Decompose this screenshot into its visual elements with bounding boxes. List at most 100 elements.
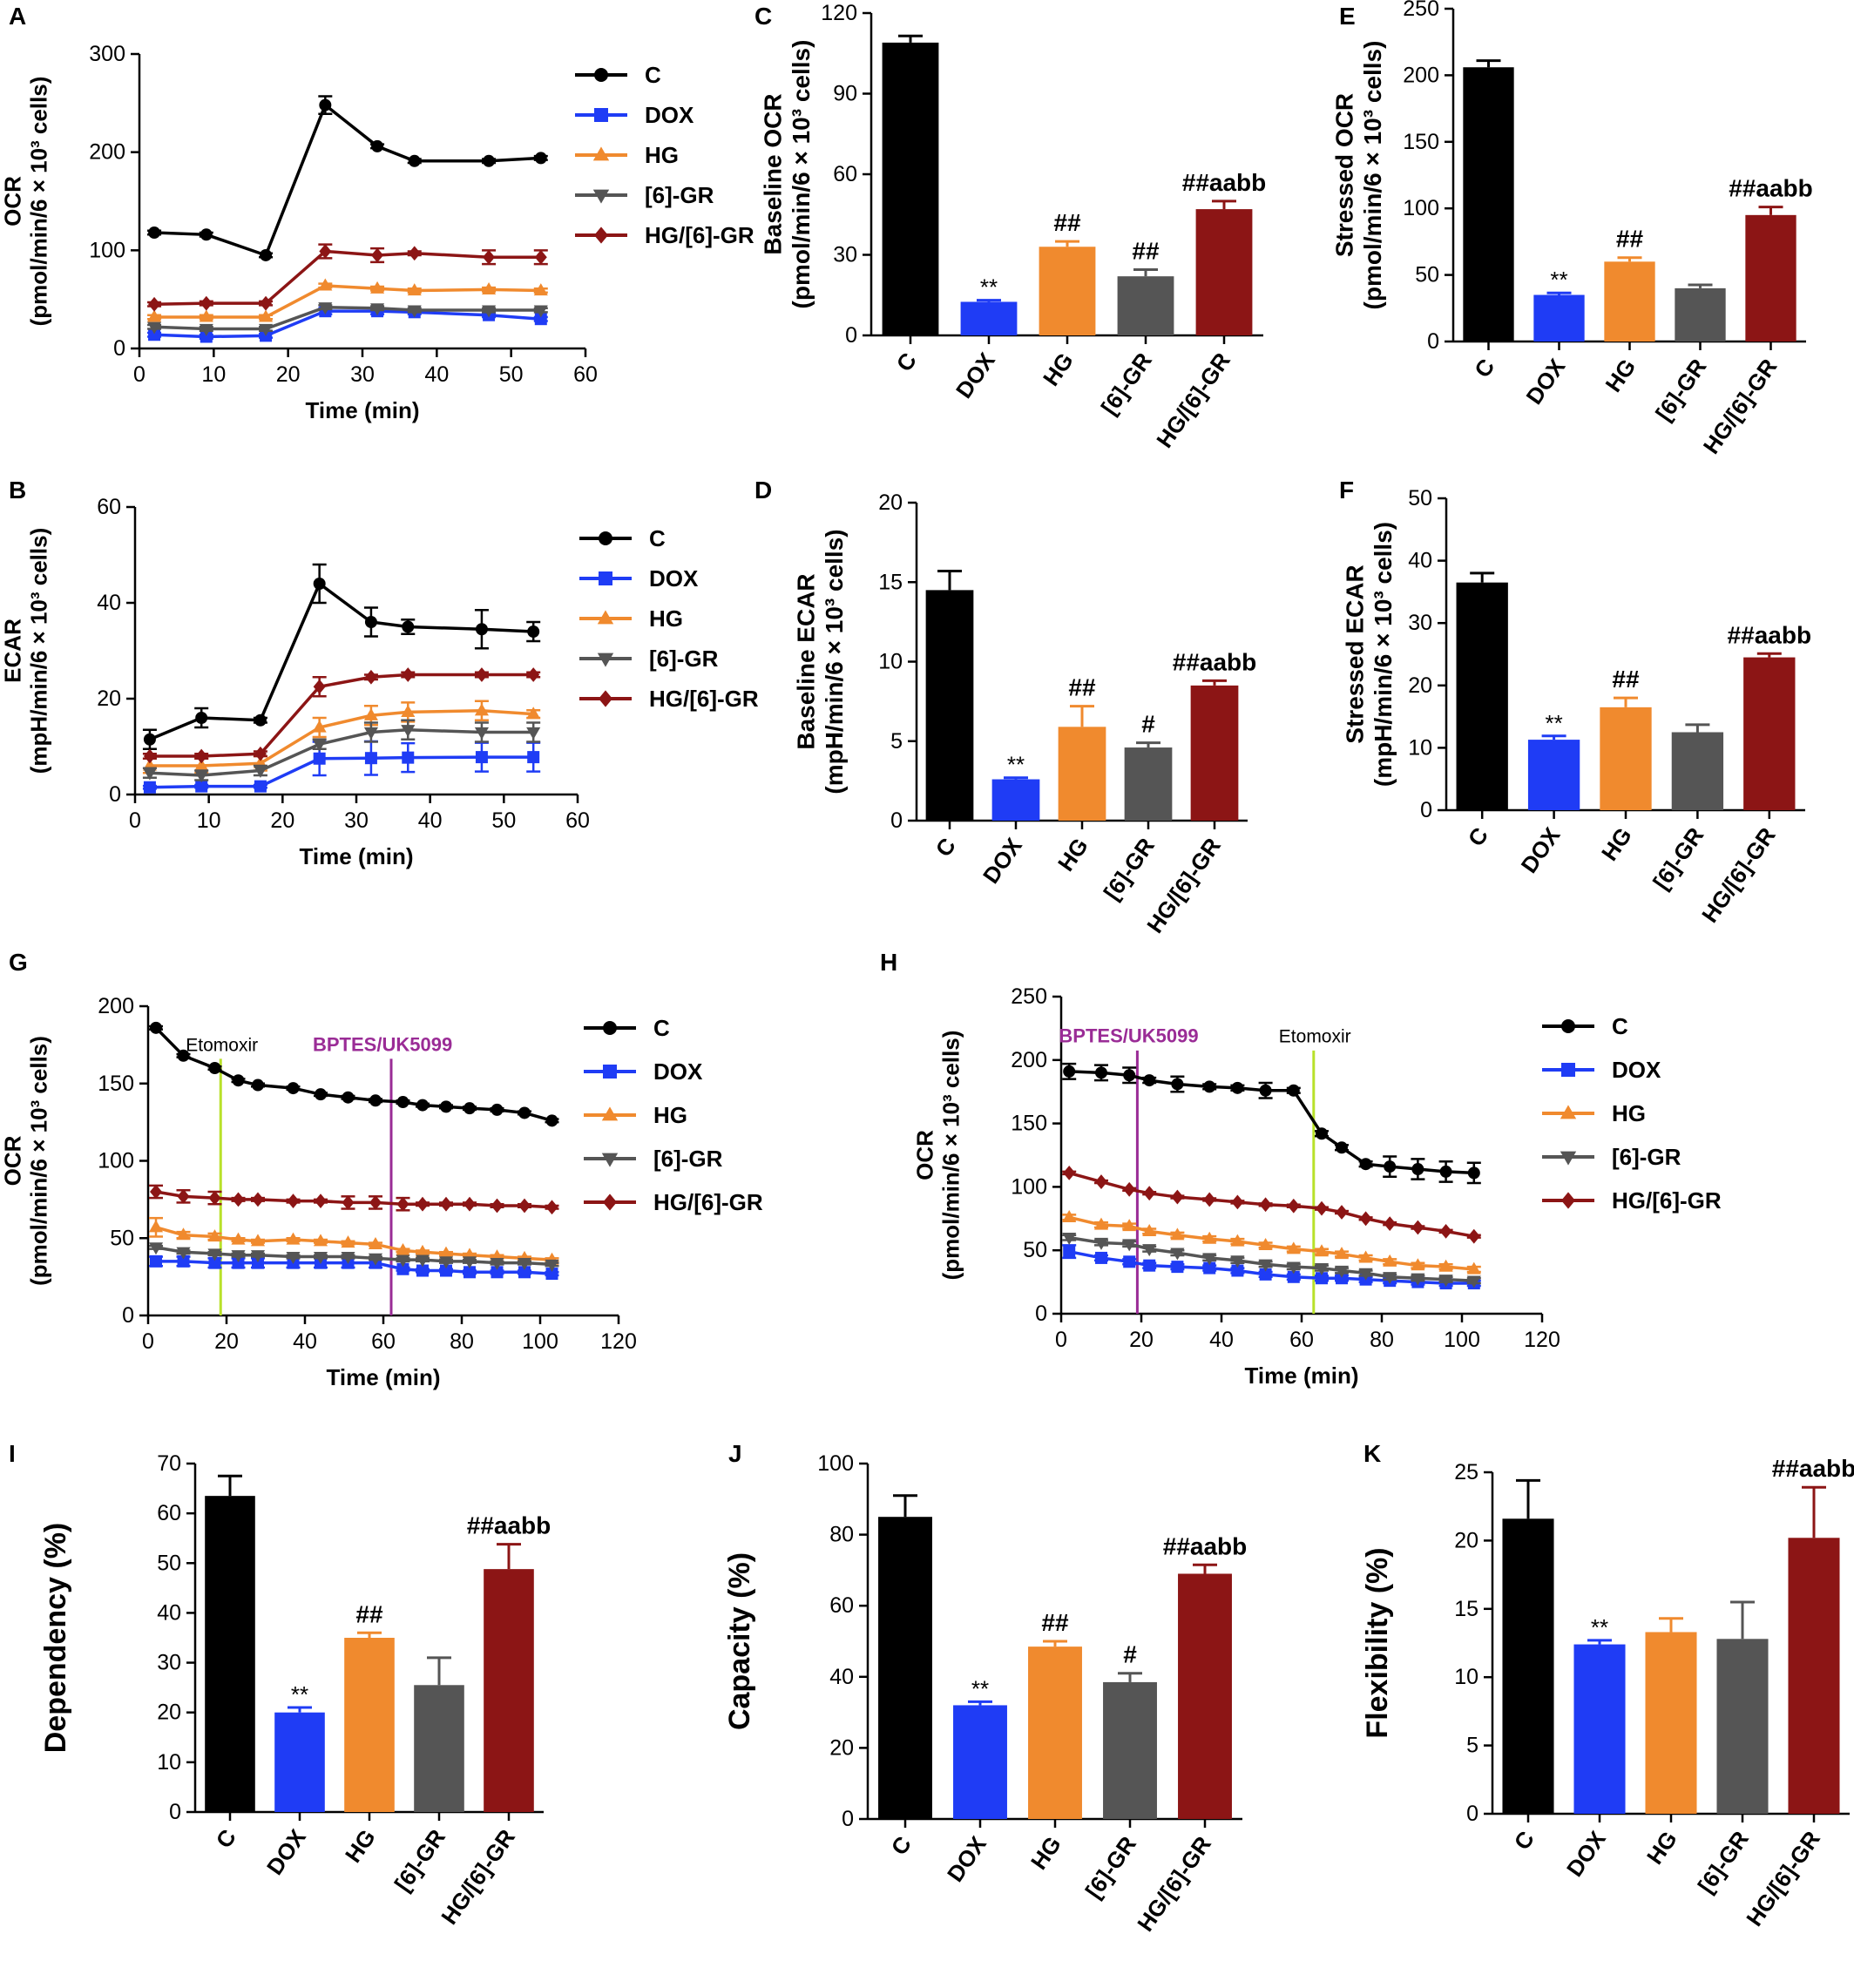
data-point (438, 1256, 454, 1269)
data-point (401, 725, 416, 738)
x-tick-label: 0 (129, 808, 141, 833)
legend-item: C (1542, 1013, 1628, 1039)
data-point (368, 1253, 383, 1266)
data-point (250, 1234, 266, 1247)
data-point (1411, 1220, 1424, 1235)
bar (1745, 214, 1796, 341)
x-tick-label: 20 (214, 1329, 239, 1354)
y-axis-label-line: (pmol/min/6 × 10³ cells) (26, 1036, 52, 1286)
data-point (1122, 1219, 1137, 1232)
bar (1103, 1681, 1157, 1819)
data-point (526, 727, 541, 740)
x-tick-label: [6]-GR (1080, 1831, 1141, 1903)
data-point (440, 1196, 452, 1212)
data-point (1063, 1245, 1076, 1258)
data-point (1314, 1262, 1330, 1275)
y-tick-label: 20 (829, 1735, 854, 1760)
x-tick-label: C (930, 833, 961, 862)
y-tick-label: 30 (1408, 611, 1432, 635)
data-point (313, 1251, 328, 1264)
panel-j: J 0 20 40 60 80 100 Capacity (%) C ** DOX ## HG # [6]-… (723, 1440, 1247, 1936)
legend-label: [6]-GR (1612, 1144, 1681, 1170)
series-line (149, 727, 534, 777)
x-tick-label: 60 (1289, 1328, 1314, 1352)
panel-letter: H (880, 949, 897, 976)
data-point (1287, 1198, 1300, 1214)
data-point (143, 748, 156, 764)
bar (925, 590, 974, 821)
data-point (402, 751, 415, 764)
legend-label: C (653, 1015, 670, 1041)
y-axis-label: Baseline OCR(pmol/min/6 × 10³ cells) (760, 40, 815, 309)
y-tick-label: 0 (122, 1303, 134, 1328)
x-tick-label: HG/[6]-GR (1132, 1831, 1216, 1936)
panel-g: G 0 50 100 150 200 0 20 40 60 80 100 120 Time (min) OC… (0, 949, 763, 1390)
data-point (1314, 1244, 1330, 1257)
data-point (1560, 1151, 1577, 1166)
data-point (396, 1243, 410, 1256)
series--6-gr (148, 1242, 559, 1272)
bar (344, 1638, 395, 1812)
y-tick-label: 40 (1408, 549, 1432, 573)
data-point (148, 1220, 164, 1233)
x-tick-label: [6]-GR (1096, 348, 1157, 419)
data-point (592, 146, 610, 161)
y-tick-label: 60 (157, 1501, 181, 1525)
x-tick-label: HG (1600, 354, 1641, 396)
panel-letter: B (9, 477, 26, 504)
data-point (312, 720, 327, 733)
legend-item: [6]-GR (579, 646, 719, 672)
data-point (1259, 1084, 1272, 1097)
x-tick-label: 60 (371, 1329, 396, 1354)
legend-item: HG/[6]-GR (579, 686, 759, 712)
series--6-gr (1062, 1233, 1481, 1288)
bar (205, 1496, 255, 1812)
x-tick-label: 60 (565, 808, 590, 833)
data-point (475, 751, 488, 764)
data-point (1123, 1181, 1136, 1197)
series-c (147, 95, 548, 261)
x-tick-label: DOX (1521, 354, 1571, 409)
bar (1117, 276, 1174, 335)
data-point (483, 154, 496, 167)
significance-label: ##aabb (1182, 169, 1267, 196)
data-point (1466, 1261, 1481, 1275)
data-point (1093, 1217, 1109, 1230)
panel-letter: G (9, 949, 28, 976)
data-point (1171, 1261, 1184, 1274)
x-tick-label: 120 (600, 1329, 637, 1354)
significance-label: ** (971, 1675, 989, 1701)
bar (414, 1685, 464, 1812)
data-point (150, 1021, 162, 1034)
data-point (1336, 1205, 1348, 1220)
data-point (1230, 1255, 1245, 1268)
x-tick-label: 0 (133, 362, 145, 387)
significance-label: ##aabb (1173, 648, 1257, 675)
y-axis-label: Capacity (%) (723, 1552, 756, 1730)
data-point (1287, 1270, 1300, 1283)
data-point (416, 1264, 429, 1277)
data-point (200, 228, 213, 241)
x-tick-label: 30 (350, 362, 375, 387)
data-point (1202, 1231, 1217, 1244)
series-line (149, 708, 534, 767)
data-point (599, 690, 612, 707)
y-tick-label: 40 (97, 591, 121, 615)
bar (1788, 1538, 1840, 1814)
data-point (254, 713, 267, 727)
data-point (482, 282, 497, 294)
data-point (369, 1195, 382, 1210)
bar (1527, 740, 1580, 810)
y-axis-label-line: (pmol/min/6 × 10³ cells) (788, 40, 815, 309)
data-point (252, 1256, 264, 1269)
data-point (148, 328, 161, 341)
data-point (199, 323, 213, 336)
data-point (200, 330, 213, 343)
y-tick-label: 15 (878, 570, 903, 594)
data-point (1316, 1127, 1328, 1140)
series-line (149, 755, 534, 789)
data-point (1203, 1261, 1216, 1275)
panel-letter: J (728, 1440, 742, 1467)
data-point (364, 616, 377, 628)
data-point (491, 1198, 504, 1214)
